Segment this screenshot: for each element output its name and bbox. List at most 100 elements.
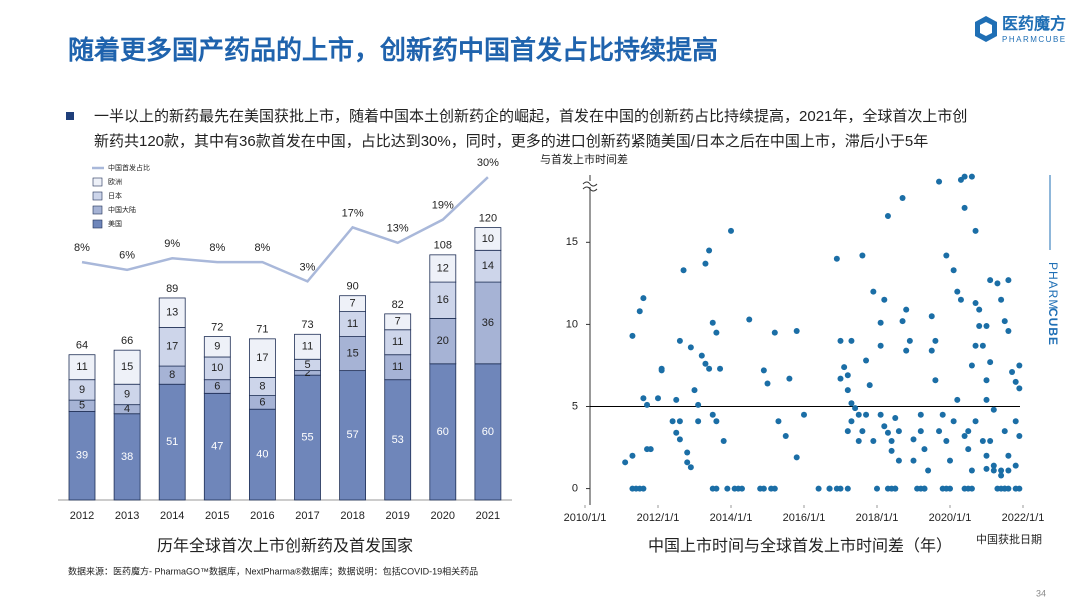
scatter-point — [983, 377, 990, 384]
x-tick-label: 2013 — [115, 510, 139, 522]
bar-value-label: 17 — [166, 341, 178, 353]
bar-value-label: 15 — [121, 361, 133, 373]
scatter-point — [1016, 362, 1023, 369]
scatter-point — [990, 467, 997, 474]
scatter-point — [990, 462, 997, 469]
legend-swatch — [92, 205, 103, 215]
bar-segment — [474, 281, 502, 365]
line-value-label: 6% — [119, 250, 135, 262]
source-note: 数据来源：医药魔方- PharmaGO™数据库，NextPharma®数据库；数… — [68, 565, 478, 576]
scatter-point — [724, 485, 731, 492]
scatter-point — [976, 323, 983, 330]
bullet-line: 新药共120款，其中有36款首发在中国，占比达到30%，同时，更多的进口创新药紧… — [94, 133, 928, 150]
scatter-point — [844, 372, 851, 379]
scatter-point — [884, 213, 891, 220]
bar-value-label: 10 — [482, 233, 494, 245]
bar-segment — [384, 379, 412, 501]
x-tick-label: 2017 — [295, 510, 319, 522]
logo-sub: PHARMCUBE — [1002, 35, 1067, 44]
bar-value-label: 7 — [350, 298, 356, 310]
bar-segment — [474, 363, 502, 501]
total-label: 89 — [166, 283, 178, 295]
bar-value-label: 8 — [259, 380, 265, 392]
scatter-point — [987, 359, 994, 366]
scatter-point — [1005, 452, 1012, 459]
scatter-point — [899, 318, 906, 325]
scatter-point — [848, 418, 855, 425]
scatter-point — [972, 300, 979, 307]
bar-value-label: 8 — [169, 369, 175, 381]
scatter-point — [972, 342, 979, 349]
scatter-point — [870, 437, 877, 444]
total-label: 64 — [76, 340, 88, 352]
bar-value-label: 11 — [392, 336, 403, 348]
scatter-point — [629, 452, 636, 459]
scatter-point — [1005, 467, 1012, 474]
line-value-label: 13% — [387, 223, 409, 235]
scatter-point — [826, 485, 833, 492]
line-value-label: 17% — [342, 207, 364, 219]
scatter-point — [1016, 485, 1023, 492]
scatter-point — [673, 396, 680, 403]
scatter-point — [881, 423, 888, 430]
scatter-point — [695, 418, 702, 425]
scatter-point — [928, 347, 935, 354]
bar-segment — [158, 297, 186, 328]
scatter-point — [965, 446, 972, 453]
bar-segment — [429, 317, 457, 365]
bar-segment — [429, 281, 457, 319]
scatter-point — [709, 319, 716, 326]
side-brand: PHARM CUBE — [1046, 262, 1060, 346]
slide-title: 随着更多国产药品的上市，创新药中国首发占比持续提高 — [68, 35, 718, 65]
scatter-point — [866, 382, 873, 389]
bar-value-label: 6 — [214, 380, 220, 392]
scatter-point — [680, 267, 687, 274]
bar-segment — [429, 254, 457, 283]
total-label: 71 — [256, 324, 268, 336]
scatter-point — [1012, 378, 1019, 385]
scatter-point — [979, 437, 986, 444]
bar-value-label: 9 — [124, 388, 130, 400]
scatter-point — [676, 418, 683, 425]
legend-label: 中国大陆 — [108, 205, 136, 214]
total-label: 66 — [121, 335, 133, 347]
scatter-point — [932, 377, 939, 384]
scatter-point — [852, 405, 859, 412]
scatter-point — [998, 472, 1005, 479]
bar-value-label: 11 — [302, 341, 313, 353]
scatter-point — [837, 337, 844, 344]
y-tick-label: 0 — [572, 482, 578, 494]
bar-value-label: 60 — [482, 426, 494, 438]
scatter-point — [947, 457, 953, 464]
scatter-point — [936, 178, 943, 185]
bar-segment — [429, 363, 457, 501]
scatter-point — [640, 295, 647, 302]
bar-value-label: 2 — [304, 367, 310, 379]
scatter-point — [961, 173, 968, 180]
scatter-point — [1012, 462, 1019, 469]
scatter-point — [815, 485, 822, 492]
scatter-point — [863, 411, 870, 418]
scatter-point — [841, 364, 848, 371]
line-value-label: 9% — [164, 238, 180, 250]
x-tick-label: 2020/1/1 — [929, 512, 972, 524]
scatter-point — [848, 337, 855, 344]
scatter-point — [965, 428, 972, 435]
line-value-label: 8% — [74, 242, 90, 254]
scatter-point — [1012, 418, 1019, 425]
scatter-point — [655, 395, 661, 402]
bar-value-label: 15 — [346, 347, 358, 359]
bar-value-label: 10 — [211, 362, 223, 374]
x-tick-label: 2010/1/1 — [564, 512, 607, 524]
scatter-point — [979, 342, 986, 349]
scatter-point — [939, 411, 946, 418]
x-tick-label: 2012/1/1 — [637, 512, 680, 524]
x-tick-label: 2019 — [385, 510, 409, 522]
scatter-point — [859, 252, 866, 259]
x-tick-label: 2016/1/1 — [783, 512, 826, 524]
scatter-point — [895, 457, 902, 464]
legend-swatch — [92, 177, 103, 187]
bar-value-label: 53 — [392, 434, 404, 446]
scatter-point — [976, 306, 983, 313]
bar-segment — [339, 336, 367, 372]
